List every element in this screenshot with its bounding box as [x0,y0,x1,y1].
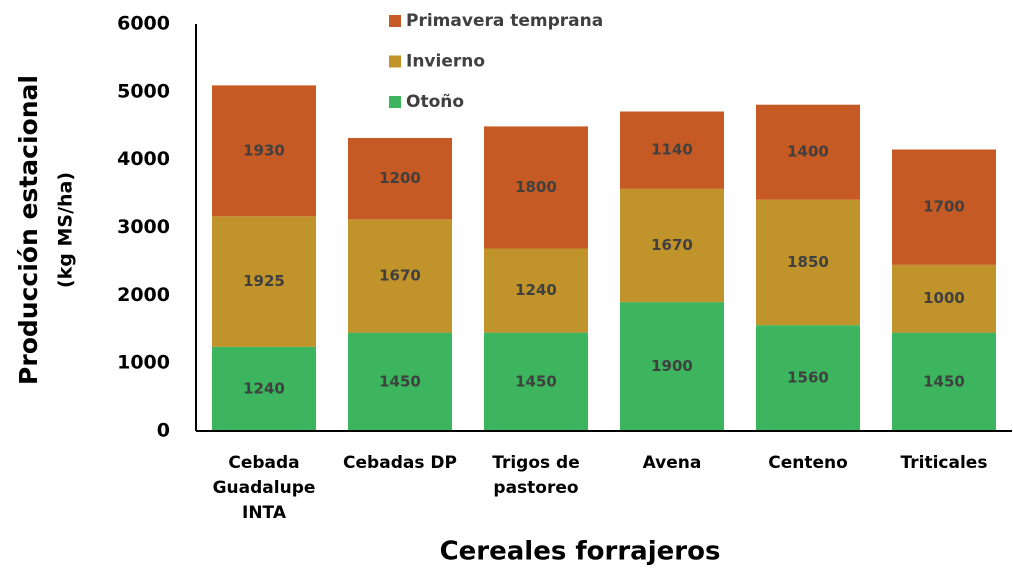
x-tick-label: Cebada Guadalupe INTA [213,453,316,523]
legend-swatch [389,15,401,27]
x-axis-label: Cereales forrajeros [440,537,721,567]
y-tick-label: 5000 [117,80,170,102]
y-tick-label: 1000 [117,352,170,374]
value-label: 1140 [651,141,693,159]
bar-segment [756,104,860,200]
x-tick-label: Avena [643,453,702,473]
x-tick-label: Triticales [901,453,988,473]
bar-segment [892,264,996,333]
x-tick-label: Cebadas DP [343,453,457,473]
y-tick-label: 3000 [117,216,170,238]
x-tick-label: Centeno [768,453,848,473]
x-tick-line: Guadalupe [213,478,316,498]
value-label: 1850 [787,253,829,271]
bar-segment [212,346,316,431]
y-axis-unit: (kg MS/ha) [55,172,77,288]
bar-segment [484,126,588,249]
bar-segment [620,111,724,189]
bar-segment [484,248,588,333]
x-tick-line: Centeno [768,453,848,473]
x-tick-line: pastoreo [493,478,578,498]
bar-segment [212,85,316,217]
legend-swatch [389,55,401,68]
value-label: 1400 [787,143,829,161]
bar-segment [348,219,452,333]
bar-segment [756,199,860,326]
value-label: 1450 [923,372,965,390]
value-label: 1560 [787,369,829,387]
bar-segment [348,332,452,431]
value-label: 1900 [651,357,693,375]
value-label: 1450 [379,372,421,390]
x-tick-line: Trigos de [492,453,580,473]
x-tick-label: Trigos de pastoreo [492,453,580,498]
x-tick-line: INTA [242,503,287,523]
y-tick-label: 6000 [117,13,170,35]
y-tick-label: 4000 [117,148,170,170]
value-label: 1800 [515,178,557,196]
value-label: 1000 [923,289,965,307]
x-tick-line: Avena [643,453,702,473]
x-tick-line: Triticales [901,453,988,473]
bar-segment [348,137,452,220]
value-label: 1240 [515,281,557,299]
bar-segment [212,216,316,347]
bar-segment [756,325,860,431]
value-label: 1670 [651,236,693,254]
value-label: 1240 [243,379,285,397]
value-label: 1700 [923,198,965,216]
legend-label: Primavera temprana [406,11,603,31]
y-tick-label: 0 [157,420,170,442]
bar-segment [484,332,588,431]
x-tick-line: Cebada [228,453,299,473]
value-label: 1930 [243,141,285,159]
x-tick-line: Cebadas DP [343,453,457,473]
bar-segment [892,332,996,431]
value-label: 1925 [243,272,285,290]
bar-segment [620,302,724,431]
value-label: 1450 [515,372,557,390]
legend-label: Invierno [406,52,485,72]
legend-label: Otoño [406,92,464,112]
y-tick-label: 2000 [117,284,170,306]
bar-segment [892,149,996,265]
bar-segment [620,188,724,303]
value-label: 1200 [379,169,421,187]
value-label: 1670 [379,267,421,285]
legend-swatch [389,96,401,108]
y-axis-label: Producción estacional [14,75,43,385]
